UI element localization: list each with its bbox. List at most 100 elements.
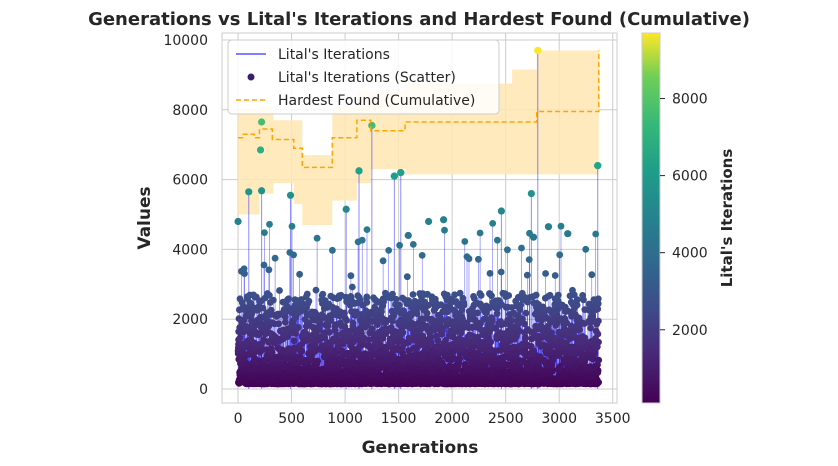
scatter-point-outlier [397, 169, 405, 177]
scatter-point [296, 270, 303, 278]
scatter-point [592, 327, 600, 335]
scatter-point [422, 314, 430, 322]
scatter-point [532, 291, 540, 299]
y-tick-label: 4000 [172, 242, 208, 258]
scatter-point [335, 337, 342, 344]
scatter-point [513, 317, 521, 325]
scatter-point [456, 289, 464, 297]
scatter-point [504, 303, 512, 311]
scatter-point-outlier [258, 187, 266, 195]
scatter-point [327, 292, 335, 300]
scatter-point [382, 289, 389, 297]
scatter-point [368, 325, 376, 333]
colorbar-gradient [641, 32, 661, 404]
scatter-point [392, 295, 400, 303]
scatter-point [525, 256, 533, 263]
x-tick-label: 500 [278, 411, 305, 427]
scatter-point [567, 298, 575, 306]
scatter-point [594, 300, 602, 308]
scatter-point [546, 291, 554, 299]
scatter-point [451, 291, 458, 299]
scatter-point-outlier [534, 46, 542, 55]
scatter-point [308, 308, 316, 316]
scatter-point [441, 226, 448, 234]
x-tick-label: 2500 [488, 411, 524, 427]
x-tick-labels: 0 500 1000 1500 2000 2500 3000 3500 [234, 411, 631, 427]
scatter-point [504, 246, 511, 254]
scatter-point-outlier [544, 223, 553, 231]
scatter-point [416, 290, 424, 297]
scatter-point [348, 283, 356, 291]
scatter-point [363, 293, 371, 301]
scatter-point [481, 351, 489, 359]
scatter-point [554, 291, 562, 299]
scatter-point [247, 335, 255, 343]
scatter-point [530, 299, 538, 307]
legend-entry-scatter: Lital's Iterations (Scatter) [278, 70, 456, 86]
scatter-point [354, 292, 362, 300]
x-tick-label: 0 [234, 411, 243, 427]
scatter-point [382, 325, 390, 333]
y-tick-label: 8000 [172, 103, 208, 119]
legend-box [227, 39, 500, 115]
scatter-point [260, 261, 268, 269]
scatter-point [370, 294, 377, 302]
scatter-point [348, 308, 355, 315]
scatter-point [362, 307, 370, 315]
scatter-point [595, 317, 602, 325]
scatter-point [582, 245, 590, 253]
scatter-point [433, 332, 440, 340]
colorbar-tick-label: 6000 [672, 169, 708, 185]
scatter-point-outlier [286, 191, 295, 199]
scatter-point [400, 307, 407, 314]
scatter-point [389, 290, 396, 298]
scatter-point-outlier [564, 230, 572, 238]
scatter-point [260, 336, 268, 343]
scatter-point [581, 306, 589, 313]
scatter-point [486, 290, 493, 297]
scatter-point [556, 251, 564, 259]
y-tick-labels: 0 2000 4000 6000 8000 10000 [163, 33, 208, 398]
scatter-point [396, 241, 403, 249]
scatter-point [555, 328, 563, 336]
scatter-point [518, 289, 526, 297]
scatter-point [470, 293, 477, 300]
x-tick-label: 3500 [595, 411, 631, 427]
x-tick-label: 2000 [434, 411, 470, 427]
scatter-point [587, 324, 594, 332]
scatter-point [303, 310, 311, 318]
scatter-point [499, 289, 507, 297]
lital-iterations-scatter [234, 46, 603, 388]
scatter-point [250, 291, 257, 299]
scatter-point [267, 345, 275, 352]
colorbar-tick-label: 2000 [672, 323, 708, 339]
scatter-point [313, 234, 321, 242]
scatter-point [437, 324, 445, 332]
scatter-point [586, 363, 594, 370]
scatter-point [504, 316, 512, 324]
scatter-point [409, 291, 417, 298]
scatter-point [385, 247, 393, 254]
scatter-point [259, 346, 267, 353]
scatter-point [480, 315, 488, 323]
y-axis-label: Values [135, 186, 155, 249]
scatter-point [248, 317, 255, 325]
scatter-point [409, 241, 417, 248]
scatter-point [347, 272, 355, 280]
scatter-point [255, 302, 263, 310]
scatter-point [361, 350, 369, 358]
colorbar-tick-labels: 2000 4000 6000 8000 [660, 92, 708, 339]
scatter-point [276, 287, 283, 294]
scatter-point [442, 337, 450, 344]
scatter-point-outlier [234, 217, 242, 226]
scatter-point [240, 265, 248, 273]
scatter-point [329, 246, 336, 254]
scatter-point [579, 292, 586, 299]
scatter-point [557, 222, 565, 230]
scatter-point [510, 309, 517, 317]
scatter-point-outlier [527, 189, 535, 198]
scatter-point [418, 252, 426, 259]
colorbar-tick-label: 8000 [672, 92, 708, 108]
scatter-point [271, 254, 279, 262]
scatter-point [264, 290, 271, 297]
